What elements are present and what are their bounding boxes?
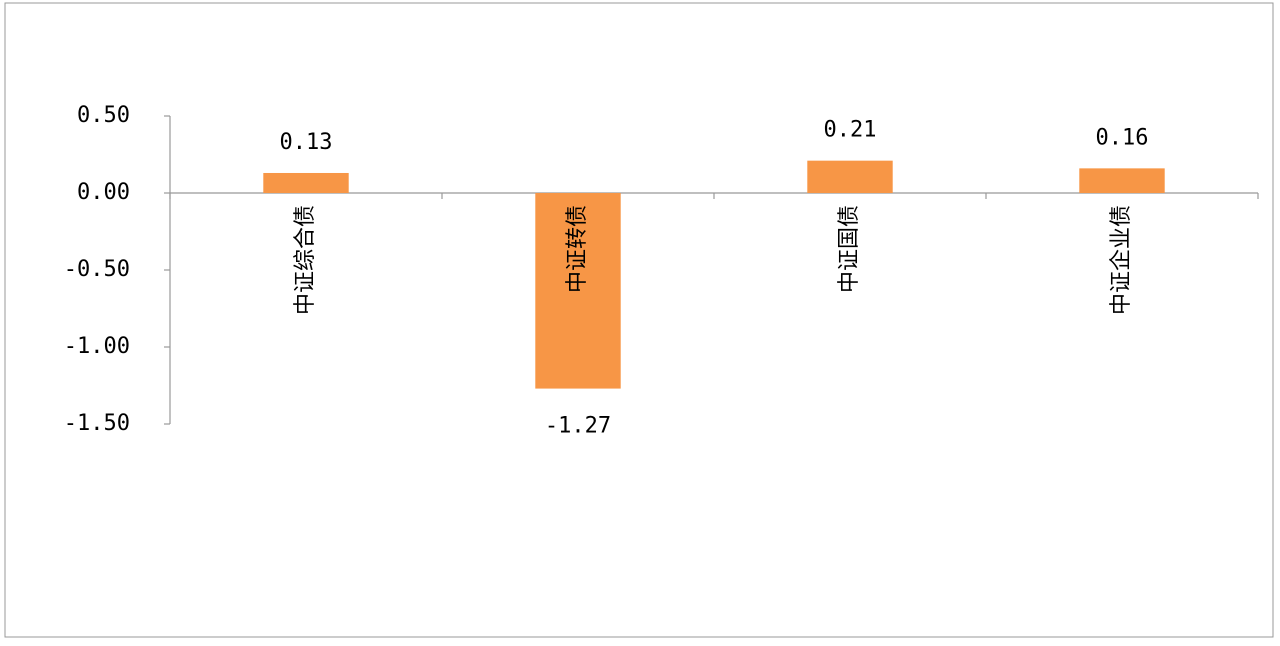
x-tick-label: 中证企业债 <box>1109 205 1134 315</box>
x-tick-label: 中证综合债 <box>293 205 318 315</box>
y-tick-label: 0.50 <box>77 103 130 128</box>
bar <box>1079 168 1165 193</box>
y-tick-label: -0.50 <box>64 257 130 282</box>
bar <box>807 160 893 193</box>
value-label: 0.21 <box>824 118 877 143</box>
value-label: 0.16 <box>1096 125 1149 150</box>
x-tick-label: 中证转债 <box>565 205 590 293</box>
chart-frame <box>4 2 1274 638</box>
bar <box>263 172 349 193</box>
value-label: -1.27 <box>545 414 611 439</box>
x-tick-label: 中证国债 <box>837 205 862 293</box>
bar <box>535 193 621 389</box>
y-tick-label: 0.00 <box>77 180 130 205</box>
y-tick-label: -1.00 <box>64 334 130 359</box>
value-label: 0.13 <box>280 130 333 155</box>
y-tick-label: -1.50 <box>64 411 130 436</box>
